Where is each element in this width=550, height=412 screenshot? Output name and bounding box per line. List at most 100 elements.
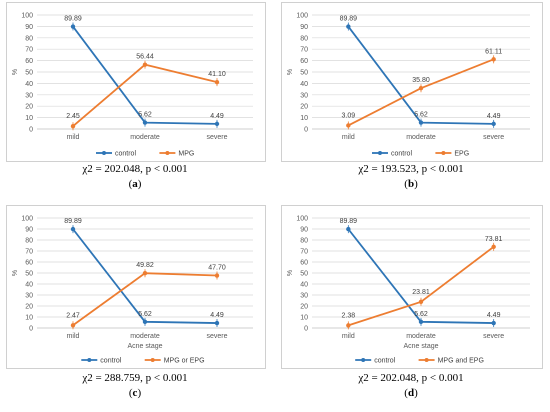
y-tick-label: 10 — [300, 115, 308, 122]
legend-item-treatment: MPG — [159, 151, 194, 158]
chi-square-stat: χ2 = 193.523, p < 0.001 — [358, 163, 464, 175]
data-label: 4.49 — [487, 312, 501, 319]
data-point — [214, 273, 220, 278]
y-tick-label: 100 — [296, 13, 308, 20]
x-tick-label: mild — [67, 134, 80, 141]
x-tick-label: severe — [206, 134, 227, 141]
legend-item-treatment: MPG or EPG — [144, 358, 205, 365]
data-point — [346, 226, 351, 232]
data-label: 5.62 — [138, 311, 152, 318]
data-point — [346, 24, 351, 29]
y-tick-label: 20 — [300, 304, 308, 311]
y-tick-label: 30 — [25, 293, 33, 300]
series-line-control — [347, 25, 494, 125]
legend-item-control: control — [96, 151, 136, 158]
data-label: 4.49 — [210, 312, 224, 319]
y-tick-label: 20 — [25, 304, 33, 311]
y-tick-label: 90 — [25, 24, 33, 31]
data-point — [346, 123, 351, 128]
y-tick-label: 60 — [300, 260, 308, 267]
y-tick-label: 40 — [25, 81, 33, 88]
data-label: 4.49 — [487, 113, 501, 120]
y-tick-label: 10 — [25, 315, 33, 322]
data-label: 61.11 — [485, 48, 502, 55]
line-chart-d: 0 10 20 30 40 50 60 70 80 90 100% mild moderate sever… — [287, 216, 530, 365]
y-tick-label: 70 — [25, 47, 33, 54]
y-tick-label: 50 — [300, 70, 308, 77]
y-tick-label: 20 — [25, 104, 33, 111]
legend-item-treatment: EPG — [435, 151, 469, 158]
y-axis-label: % — [12, 270, 19, 276]
y-tick-label: 80 — [300, 35, 308, 42]
data-point — [418, 85, 424, 91]
y-tick-label: 90 — [25, 227, 33, 234]
y-tick-label: 80 — [25, 35, 33, 42]
data-label: 89.89 — [64, 218, 82, 225]
y-tick-label: 90 — [300, 24, 308, 31]
data-point — [142, 270, 148, 276]
data-point — [214, 320, 220, 326]
y-tick-label: 0 — [304, 127, 308, 134]
series-line-control — [72, 25, 218, 125]
x-tick-label: severe — [483, 333, 504, 340]
legend-label: control — [391, 151, 412, 158]
data-point — [491, 121, 496, 127]
chi-square-stat: χ2 = 288.759, p < 0.001 — [82, 372, 188, 384]
y-tick-label: 50 — [300, 271, 308, 278]
y-tick-label: 30 — [25, 92, 33, 99]
data-label: 5.62 — [138, 112, 152, 119]
legend-label: MPG or EPG — [164, 358, 205, 365]
caption-c: χ2 = 288.759, p < 0.001 (c) — [6, 372, 264, 399]
caption-a: χ2 = 202.048, p < 0.001 (a) — [6, 163, 264, 190]
line-chart-c: 0 10 20 30 40 50 60 70 80 90 100% mild moderate sever… — [12, 216, 253, 365]
x-tick-label: moderate — [130, 333, 160, 340]
data-point — [418, 120, 424, 125]
data-point — [346, 323, 351, 328]
y-tick-label: 40 — [300, 81, 308, 88]
y-tick-label: 70 — [25, 249, 33, 256]
data-point — [70, 226, 76, 232]
data-point — [70, 323, 76, 328]
data-point — [70, 24, 76, 29]
y-tick-label: 50 — [25, 70, 33, 77]
chart-panel-b: 0 10 20 30 40 50 60 70 80 90 100% mild moderate sever… — [281, 2, 543, 162]
data-point — [70, 124, 76, 129]
data-label: 2.47 — [66, 312, 80, 319]
y-tick-label: 60 — [25, 260, 33, 267]
y-tick-label: 10 — [25, 115, 33, 122]
legend-label: EPG — [454, 151, 469, 158]
y-tick-label: 0 — [29, 326, 33, 333]
panel-letter: (d) — [404, 387, 418, 399]
data-label: 89.89 — [340, 16, 358, 23]
legend-label: control — [374, 358, 395, 365]
data-label: 23.81 — [412, 289, 430, 296]
data-label: 89.89 — [64, 16, 82, 23]
x-tick-label: mild — [67, 333, 80, 340]
y-tick-label: 100 — [296, 216, 308, 223]
y-tick-label: 70 — [300, 249, 308, 256]
data-label: 3.09 — [342, 112, 356, 119]
data-label: 56.44 — [136, 54, 154, 61]
y-tick-label: 0 — [29, 127, 33, 134]
y-tick-label: 0 — [304, 326, 308, 333]
chart-panel-d: 0 10 20 30 40 50 60 70 80 90 100% mild moderate sever… — [281, 205, 543, 369]
data-label: 49.82 — [136, 262, 154, 269]
caption-d: χ2 = 202.048, p < 0.001 (d) — [281, 372, 541, 399]
series-line-control — [347, 228, 494, 324]
y-axis-label: % — [287, 69, 294, 75]
legend-item-control: control — [81, 358, 122, 365]
y-tick-label: 10 — [300, 315, 308, 322]
legend-item-control: control — [372, 151, 412, 158]
x-tick-label: severe — [206, 333, 227, 340]
y-tick-label: 30 — [300, 293, 308, 300]
x-tick-label: severe — [483, 134, 504, 141]
legend-label: MPG and EPG — [438, 358, 484, 365]
panel-letter: (c) — [128, 387, 142, 399]
x-tick-label: moderate — [406, 134, 436, 141]
data-point — [418, 299, 424, 305]
legend-item-treatment: MPG and EPG — [418, 358, 484, 365]
y-tick-label: 90 — [300, 227, 308, 234]
y-tick-label: 60 — [300, 58, 308, 65]
y-tick-label: 70 — [300, 47, 308, 54]
panel-letter: (b) — [404, 178, 418, 190]
